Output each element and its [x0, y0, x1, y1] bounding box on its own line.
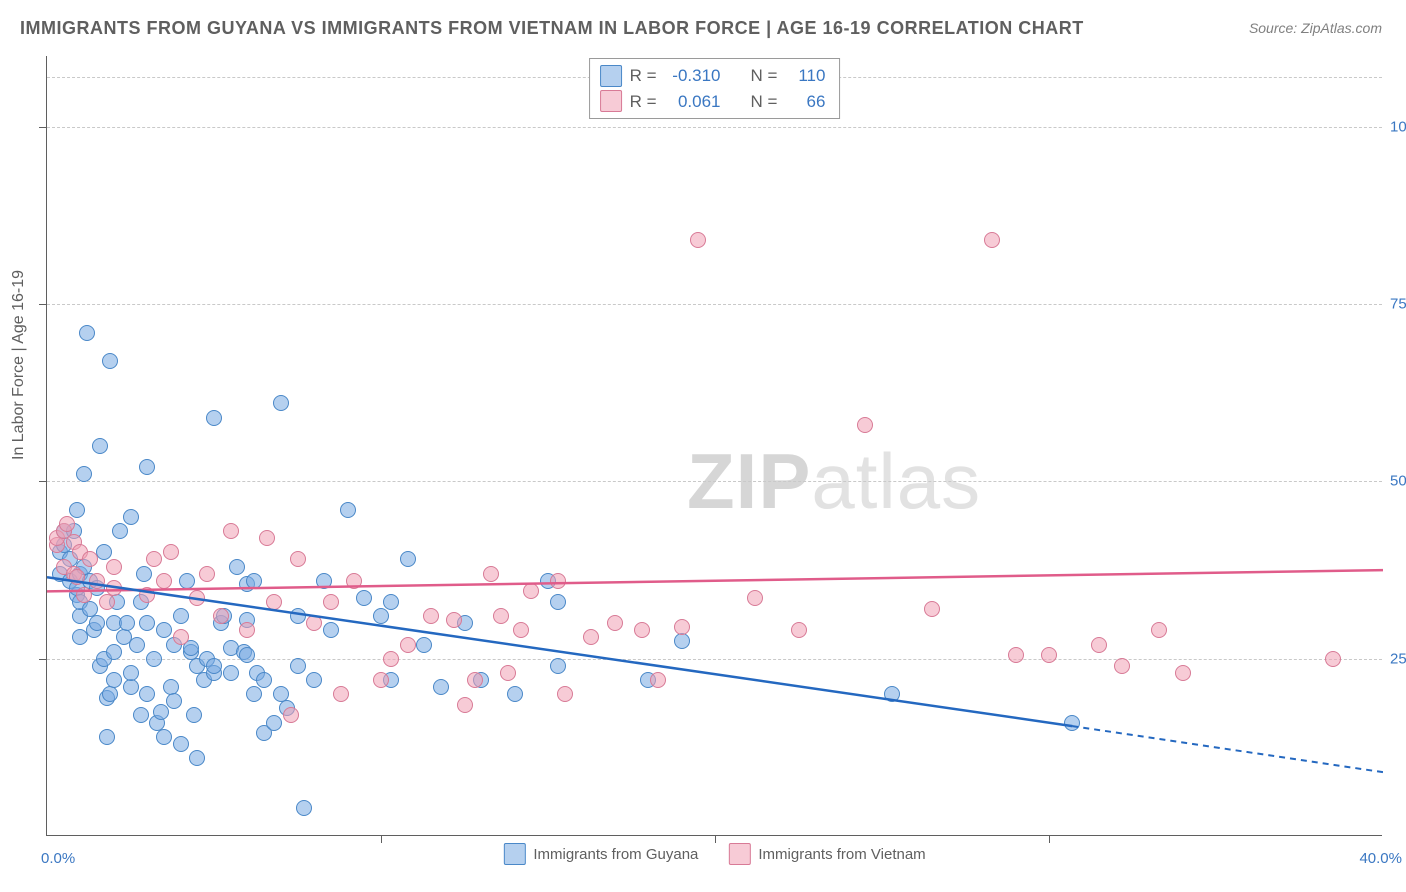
y-tick-label: 25.0% [1390, 650, 1406, 667]
y-tick-label: 100.0% [1390, 118, 1406, 135]
legend-item: Immigrants from Guyana [503, 843, 698, 865]
y-tick [39, 481, 47, 482]
correlation-legend: R = -0.310 N = 110 R = 0.061 N = 66 [589, 58, 841, 119]
y-tick-label: 75.0% [1390, 296, 1406, 313]
x-tick [715, 835, 716, 843]
legend-item: Immigrants from Vietnam [728, 843, 925, 865]
x-tick [1049, 835, 1050, 843]
regression-lines [47, 56, 1383, 836]
y-tick-label: 50.0% [1390, 473, 1406, 490]
legend-swatch [503, 843, 525, 865]
legend-swatch [728, 843, 750, 865]
legend-label: Immigrants from Vietnam [758, 846, 925, 863]
legend-row: R = 0.061 N = 66 [600, 89, 826, 115]
legend-swatch [600, 90, 622, 112]
n-value: 66 [785, 89, 825, 115]
x-tick [381, 835, 382, 843]
r-value: -0.310 [665, 63, 721, 89]
r-label: R = [630, 63, 657, 89]
scatter-plot: ZIPatlas R = -0.310 N = 110 R = 0.061 N … [46, 56, 1382, 836]
y-tick [39, 304, 47, 305]
source-credit: Source: ZipAtlas.com [1249, 20, 1382, 36]
legend-label: Immigrants from Guyana [533, 846, 698, 863]
n-value: 110 [785, 63, 825, 89]
y-tick [39, 127, 47, 128]
y-axis-title: In Labor Force | Age 16-19 [10, 270, 28, 460]
n-label: N = [751, 63, 778, 89]
legend-swatch [600, 65, 622, 87]
n-label: N = [751, 89, 778, 115]
series-legend: Immigrants from Guyana Immigrants from Vi… [503, 843, 925, 865]
r-value: 0.061 [665, 89, 721, 115]
x-axis-min-label: 0.0% [41, 850, 75, 867]
chart-title: IMMIGRANTS FROM GUYANA VS IMMIGRANTS FRO… [20, 18, 1084, 39]
x-axis-max-label: 40.0% [1359, 850, 1402, 867]
legend-row: R = -0.310 N = 110 [600, 63, 826, 89]
y-tick [39, 659, 47, 660]
r-label: R = [630, 89, 657, 115]
